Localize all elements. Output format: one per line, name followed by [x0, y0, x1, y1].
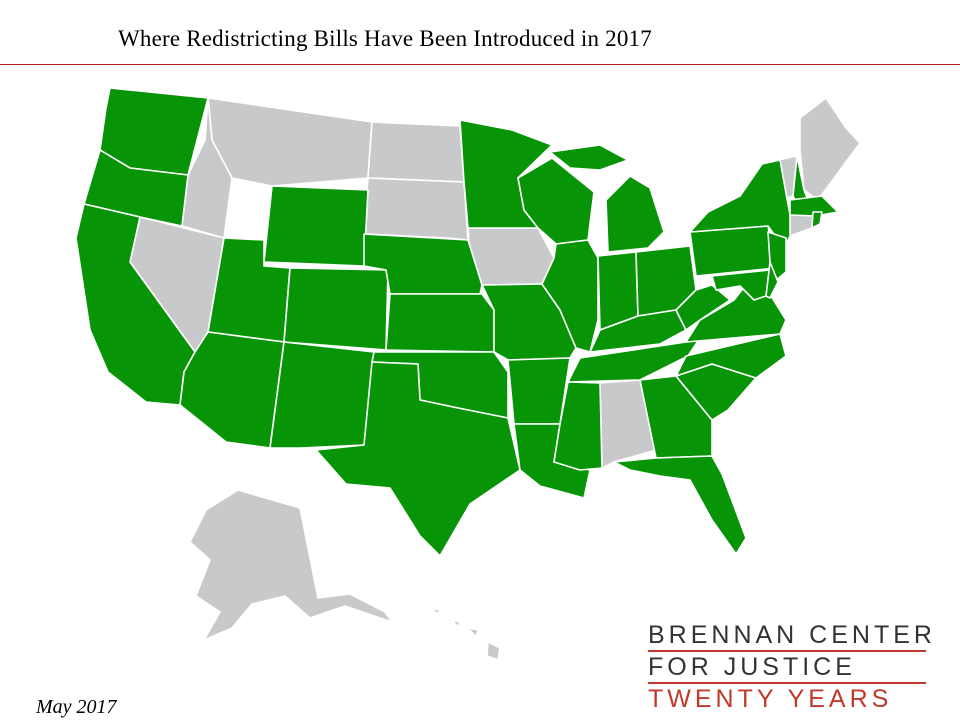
state-HI-2	[467, 627, 479, 638]
logo-line-1: BRENNAN CENTER	[648, 621, 936, 649]
state-MA	[789, 195, 839, 217]
logo-line-3: TWENTY YEARS	[648, 685, 893, 713]
state-CO	[283, 267, 389, 351]
state-NM	[269, 341, 375, 449]
state-AK	[189, 489, 393, 641]
state-MT	[207, 97, 373, 187]
state-TX	[315, 361, 521, 557]
date-label: May 2017	[36, 696, 117, 718]
brennan-center-logo: BRENNAN CENTER FOR JUSTICE TWENTY YEARS	[648, 620, 936, 714]
state-IL	[541, 239, 599, 353]
state-WV	[675, 284, 731, 331]
state-IA	[467, 227, 555, 286]
state-DE	[765, 261, 779, 299]
state-ND	[367, 121, 465, 183]
state-MI	[605, 175, 665, 253]
state-MI-UP	[549, 144, 629, 171]
state-ME	[799, 97, 861, 201]
map-title: Where Redistricting Bills Have Been Intr…	[118, 26, 652, 51]
logo-rule-1	[648, 650, 926, 652]
state-MS	[553, 381, 603, 471]
state-SD	[363, 177, 469, 241]
state-GA	[639, 375, 713, 459]
state-WY	[263, 185, 369, 267]
state-FL	[613, 455, 747, 555]
state-AR	[507, 357, 571, 425]
state-RI	[811, 211, 823, 229]
state-HI-1	[486, 641, 501, 661]
state-PA	[689, 225, 777, 277]
title-divider	[0, 64, 960, 65]
state-HI-4	[429, 607, 441, 615]
state-HI-3	[451, 619, 461, 628]
logo-line-2: FOR JUSTICE	[648, 653, 856, 681]
logo-rule-2	[648, 682, 926, 684]
state-KS	[385, 293, 495, 353]
